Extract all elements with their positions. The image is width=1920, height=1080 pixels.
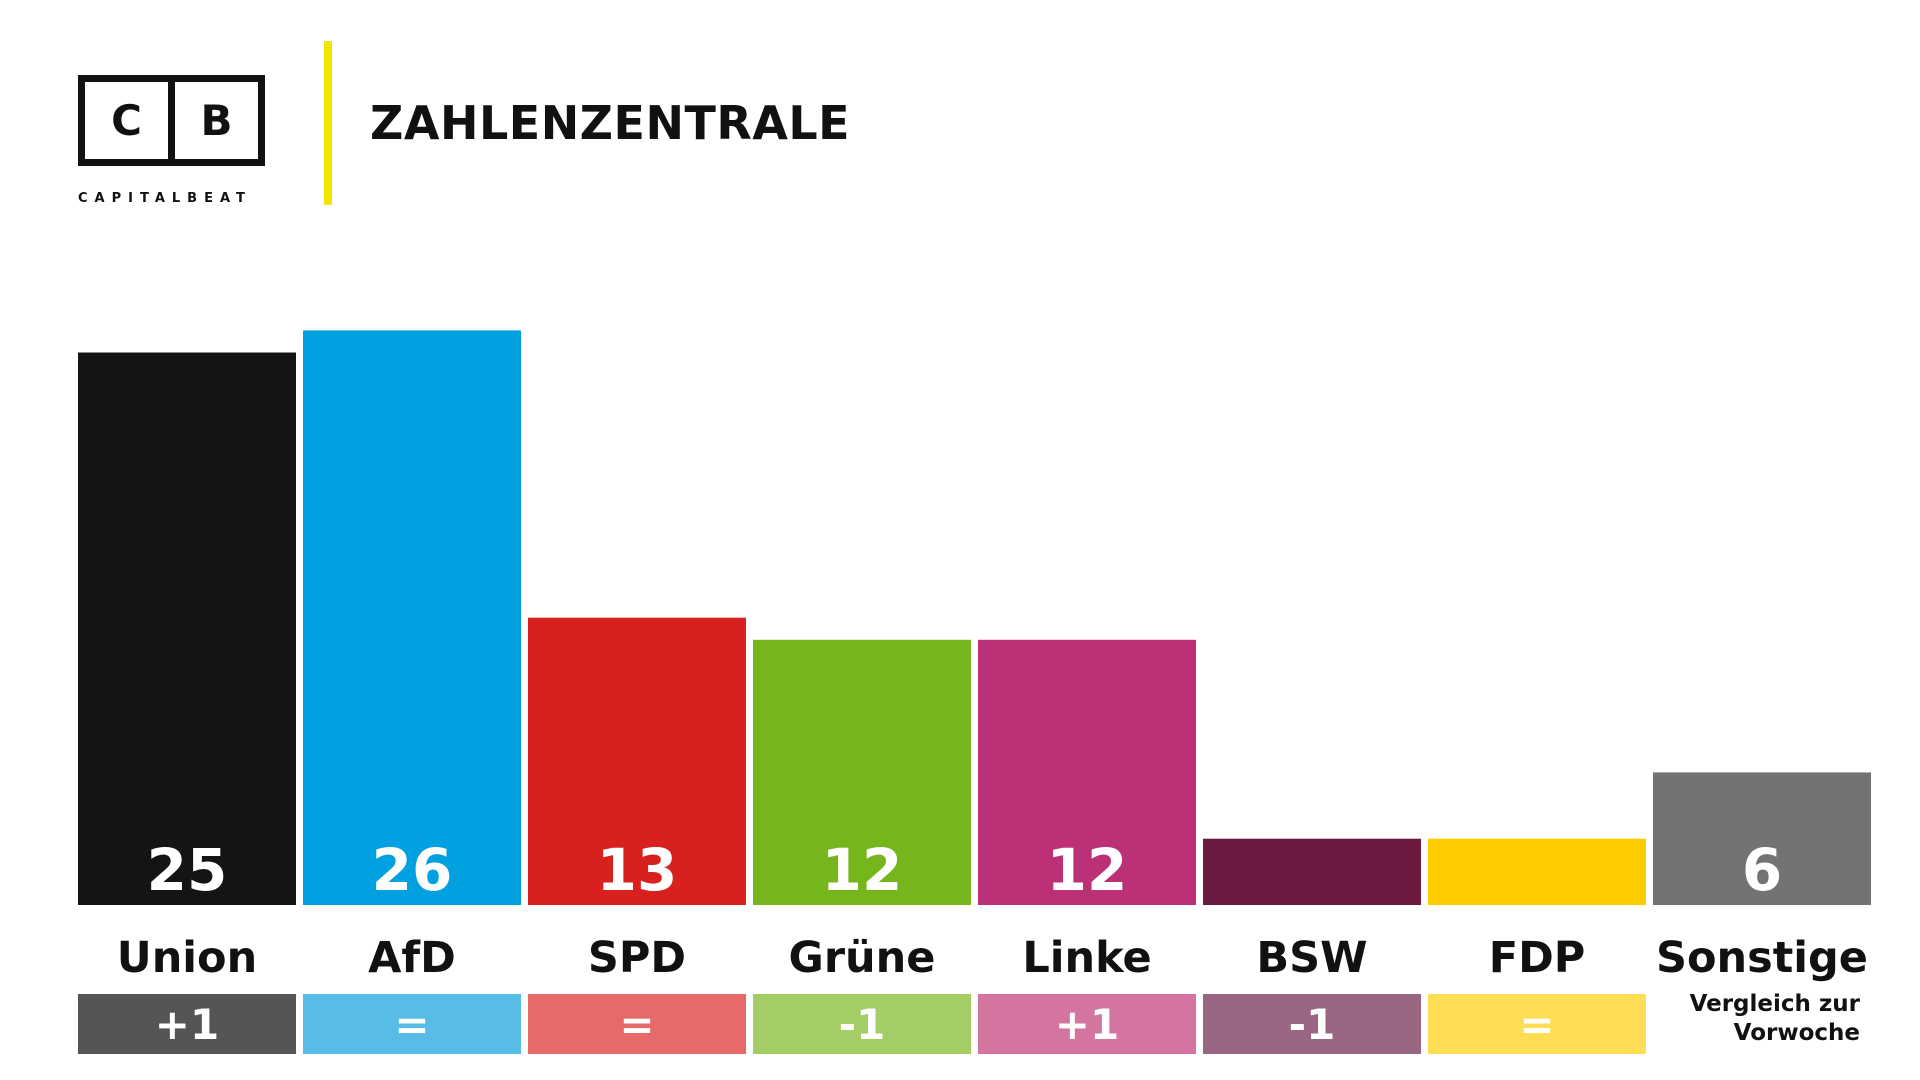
bar-value-label-7: 6 [1742, 836, 1782, 904]
change-label-3: -1 [839, 1000, 886, 1049]
category-label-5: BSW [1256, 933, 1367, 983]
bar-0 [78, 352, 296, 905]
category-label-7: Sonstige [1656, 933, 1868, 983]
category-label-4: Linke [1022, 933, 1151, 983]
header-divider [324, 41, 332, 205]
bar-1 [303, 330, 521, 905]
bar-6 [1428, 838, 1646, 905]
category-label-3: Grüne [789, 933, 936, 983]
change-box-5 [1203, 994, 1421, 1054]
bar-7 [1653, 772, 1871, 905]
change-box-2 [528, 994, 746, 1054]
bar-4 [978, 639, 1196, 905]
change-label-4: +1 [1055, 1000, 1119, 1049]
category-label-0: Union [117, 933, 257, 983]
bar-value-label-2: 13 [597, 836, 678, 904]
category-label-6: FDP [1489, 933, 1586, 983]
change-box-6 [1428, 994, 1646, 1054]
change-label-2: = [619, 1000, 654, 1049]
category-label-2: SPD [588, 933, 686, 983]
change-box-4 [978, 994, 1196, 1054]
change-box-3 [753, 994, 971, 1054]
category-label-1: AfD [368, 933, 456, 983]
logo-wordmark: CAPITALBEAT [78, 191, 252, 206]
change-label-1: = [394, 1000, 429, 1049]
bar-5 [1203, 838, 1421, 905]
bar-value-label-1: 26 [372, 836, 453, 904]
change-label-6: = [1519, 1000, 1554, 1049]
logo-letter-b: B [168, 75, 265, 166]
change-label-0: +1 [155, 1000, 219, 1049]
change-box-0 [78, 994, 296, 1054]
bar-value-label-4: 12 [1047, 836, 1128, 904]
bar-3 [753, 639, 971, 905]
change-box-1 [303, 994, 521, 1054]
bar-value-label-0: 25 [147, 836, 228, 904]
change-label-5: -1 [1289, 1000, 1336, 1049]
bar-2 [528, 617, 746, 905]
page-title: ZAHLENZENTRALE [370, 96, 851, 150]
bar-value-label-3: 12 [822, 836, 903, 904]
comparison-note: Vergleich zur Vorwoche [1689, 991, 1860, 1046]
